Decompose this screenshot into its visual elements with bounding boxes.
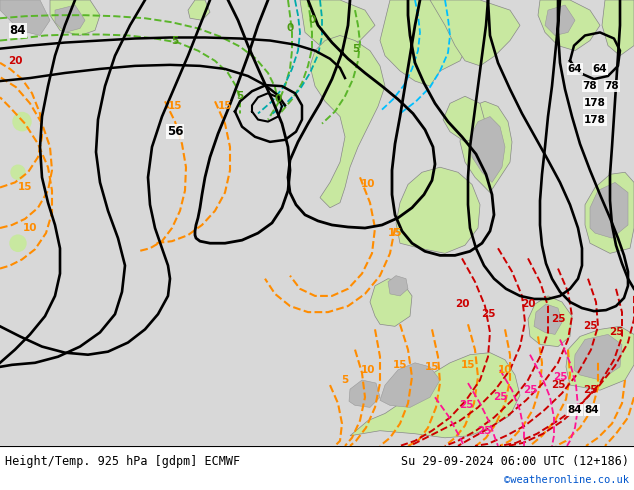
- Polygon shape: [370, 279, 412, 326]
- Polygon shape: [545, 5, 575, 35]
- Polygon shape: [0, 0, 50, 35]
- Text: 178: 178: [584, 115, 606, 124]
- Polygon shape: [602, 0, 634, 56]
- Text: 25: 25: [477, 426, 491, 436]
- Text: 84: 84: [567, 405, 582, 416]
- Text: 0: 0: [275, 94, 281, 104]
- Polygon shape: [350, 353, 520, 438]
- Polygon shape: [574, 334, 622, 380]
- Text: 15: 15: [388, 228, 402, 238]
- Polygon shape: [349, 380, 380, 407]
- Text: 25: 25: [459, 400, 473, 410]
- Text: ©weatheronline.co.uk: ©weatheronline.co.uk: [504, 475, 629, 485]
- Polygon shape: [538, 0, 600, 50]
- Polygon shape: [380, 363, 440, 407]
- Polygon shape: [310, 35, 385, 208]
- Text: 5: 5: [353, 44, 359, 53]
- Polygon shape: [380, 0, 470, 86]
- Text: Su 29-09-2024 06:00 UTC (12+186): Su 29-09-2024 06:00 UTC (12+186): [401, 455, 629, 468]
- Polygon shape: [528, 296, 572, 346]
- Text: 20: 20: [521, 299, 535, 309]
- Text: 15: 15: [425, 362, 439, 372]
- Polygon shape: [470, 117, 505, 182]
- Text: 25: 25: [583, 321, 597, 331]
- Text: 0: 0: [287, 24, 294, 33]
- Polygon shape: [396, 167, 480, 253]
- Text: 84: 84: [10, 24, 26, 37]
- Text: 20: 20: [8, 56, 22, 66]
- Polygon shape: [300, 0, 375, 50]
- Polygon shape: [590, 182, 628, 238]
- Text: 5: 5: [236, 91, 243, 101]
- Text: 78: 78: [605, 81, 619, 91]
- Circle shape: [10, 235, 26, 251]
- Text: 0: 0: [308, 15, 316, 25]
- Text: 25: 25: [481, 309, 495, 319]
- Polygon shape: [55, 5, 85, 32]
- Polygon shape: [430, 0, 520, 66]
- Polygon shape: [534, 304, 562, 334]
- Text: Height/Temp. 925 hPa [gdpm] ECMWF: Height/Temp. 925 hPa [gdpm] ECMWF: [5, 455, 240, 468]
- Polygon shape: [585, 172, 634, 253]
- Text: 15: 15: [217, 101, 232, 111]
- Text: 64: 64: [593, 64, 607, 74]
- Polygon shape: [388, 276, 408, 296]
- Text: 5: 5: [341, 375, 349, 385]
- Text: 10: 10: [361, 365, 375, 375]
- Text: 25: 25: [523, 385, 537, 395]
- Text: 25: 25: [493, 392, 507, 402]
- Text: 25: 25: [583, 385, 597, 395]
- Text: 25: 25: [551, 314, 566, 324]
- Text: 10: 10: [361, 179, 375, 190]
- Text: 15: 15: [461, 360, 476, 370]
- Text: 25: 25: [551, 380, 566, 390]
- Polygon shape: [566, 326, 634, 390]
- Text: 56: 56: [167, 125, 183, 138]
- Text: 15: 15: [168, 101, 182, 111]
- Circle shape: [13, 113, 31, 131]
- Text: 64: 64: [567, 64, 582, 74]
- Text: 178: 178: [584, 98, 606, 108]
- Text: 15: 15: [392, 360, 407, 370]
- Text: 25: 25: [553, 372, 567, 382]
- Text: 10: 10: [498, 365, 512, 375]
- Polygon shape: [188, 0, 210, 20]
- Text: 10: 10: [23, 223, 37, 233]
- Text: 78: 78: [583, 81, 597, 91]
- Text: 20: 20: [455, 299, 469, 309]
- Text: 5: 5: [171, 36, 179, 46]
- Circle shape: [11, 165, 25, 179]
- Text: 84: 84: [585, 405, 599, 416]
- Text: 15: 15: [18, 182, 32, 193]
- Polygon shape: [460, 101, 512, 193]
- Polygon shape: [443, 96, 485, 142]
- Polygon shape: [50, 0, 100, 35]
- Text: 25: 25: [609, 327, 623, 338]
